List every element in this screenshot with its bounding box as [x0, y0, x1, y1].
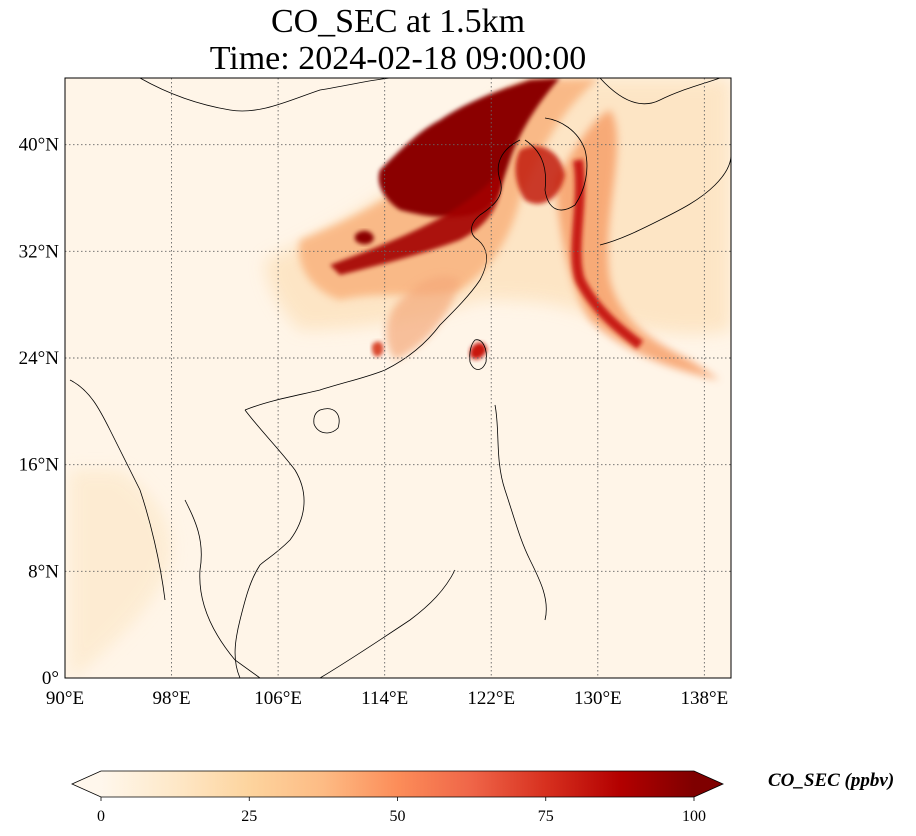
- plume-coast-spot: [371, 341, 384, 357]
- colorbar-tick-label: 0: [97, 808, 105, 825]
- map-time: Time: 2024-02-18 09:00:00: [209, 40, 587, 77]
- coastlines: [69, 78, 731, 678]
- lon-tick-label: 98°E: [152, 688, 190, 709]
- lon-ticks: 90°E 98°E 106°E 114°E 122°E 130°E 138°E: [46, 688, 728, 709]
- coastline-korea: [524, 117, 588, 211]
- coastline-borneo: [319, 569, 456, 678]
- lat-tick-label: 24°N: [19, 348, 60, 369]
- colorbar-extend-min: [72, 771, 101, 797]
- colorbar-extend-max: [694, 771, 723, 797]
- coastline-russia: [599, 78, 721, 105]
- gridlines: [65, 78, 731, 678]
- plume-faint-south: [70, 470, 171, 678]
- lon-tick-label: 114°E: [361, 688, 408, 709]
- plume-core-band: [330, 170, 501, 275]
- lon-tick-label: 122°E: [467, 688, 515, 709]
- lat-tick-label: 32°N: [19, 241, 60, 262]
- colorbar: 0 25 50 75 100: [71, 770, 724, 825]
- plume-korea: [515, 146, 565, 204]
- coastline-china: [244, 139, 521, 411]
- colorbar-body: [101, 771, 694, 797]
- colorbar-ticks: 0 25 50 75 100: [97, 797, 706, 825]
- coastline-japan: [599, 154, 731, 246]
- plume-core: [378, 78, 560, 218]
- lon-tick-label: 138°E: [681, 688, 729, 709]
- lat-tick-label: 16°N: [19, 455, 60, 476]
- border-mongolia: [139, 78, 391, 112]
- plume-east-ribbon: [571, 159, 644, 349]
- lat-tick-label: 8°N: [28, 561, 59, 582]
- colorbar-label: CO_SEC (ppbv): [768, 770, 895, 791]
- coastline-indochina: [234, 409, 305, 678]
- colorbar-tick-label: 25: [241, 808, 257, 825]
- lat-tick-label: 40°N: [19, 135, 60, 156]
- lat-ticks: 0° 8°N 16°N 24°N 32°N 40°N: [19, 135, 60, 689]
- plume-taiwan: [470, 342, 487, 360]
- plume-core-patch: [355, 230, 374, 245]
- coastline-malay: [184, 499, 261, 678]
- map-title: CO_SEC at 1.5km: [270, 3, 526, 40]
- lon-tick-label: 90°E: [46, 688, 84, 709]
- lon-tick-label: 106°E: [254, 688, 302, 709]
- coastline-philippines: [494, 404, 547, 621]
- lat-tick-label: 0°: [42, 668, 59, 689]
- co-concentration-field: [70, 78, 731, 678]
- coastline-taiwan: [469, 339, 487, 370]
- coastline-myanmar: [69, 379, 166, 601]
- lon-tick-label: 130°E: [574, 688, 622, 709]
- coastline-hainan: [313, 408, 340, 434]
- colorbar-tick-label: 75: [538, 808, 554, 825]
- plume-medium-strait: [385, 276, 460, 360]
- colorbar-tick-label: 100: [682, 808, 706, 825]
- map-frame: [64, 77, 732, 679]
- colorbar-tick-label: 50: [390, 808, 406, 825]
